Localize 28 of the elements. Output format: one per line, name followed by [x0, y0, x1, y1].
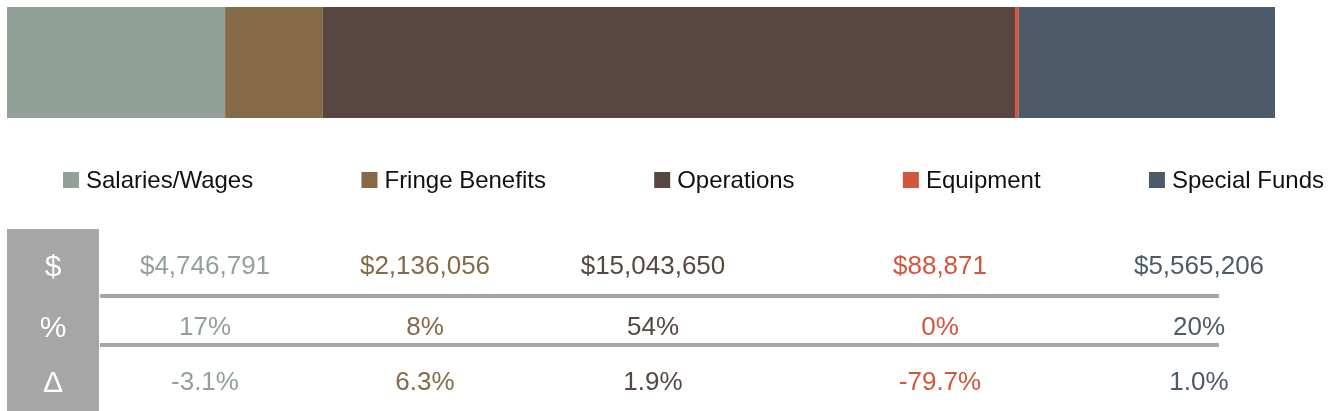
legend-label: Salaries/Wages — [86, 166, 254, 194]
bar — [322, 7, 1016, 118]
text: $15,043,650 — [580, 250, 726, 281]
text: 8% — [406, 311, 444, 342]
text: 6.3% — [395, 366, 455, 397]
text: $4,746,791 — [139, 250, 271, 281]
text: -3.1% — [171, 366, 239, 397]
text: 1.0% — [1169, 366, 1229, 397]
legend-label: Equipment — [925, 166, 1041, 194]
text: $88,871 — [893, 250, 987, 281]
legend-label: Operations — [677, 166, 795, 194]
text: $2,136,056 — [359, 250, 491, 281]
text: 54% — [626, 311, 680, 342]
text: -79.7% — [898, 366, 982, 397]
bar — [7, 7, 226, 118]
legend-label: Special Funds — [1171, 166, 1325, 194]
text: 17% — [178, 311, 232, 342]
text: % — [39, 309, 67, 343]
text: $5,565,206 — [1133, 250, 1265, 281]
text: Δ — [42, 364, 64, 398]
text: 1.9% — [623, 366, 683, 397]
legend-label: Fringe Benefits — [384, 166, 546, 194]
text: $ — [44, 248, 62, 282]
bar — [225, 7, 323, 118]
text: 20% — [1172, 311, 1226, 342]
text: 0% — [921, 311, 959, 342]
bar — [1015, 7, 1019, 118]
bar — [1018, 7, 1275, 118]
